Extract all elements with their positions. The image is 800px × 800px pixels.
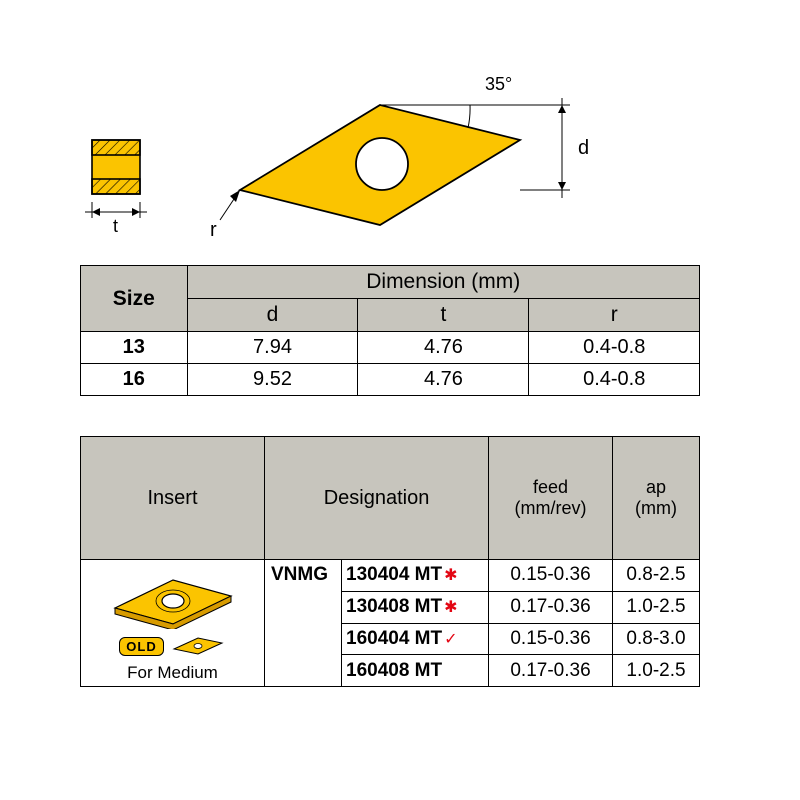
feed-header: feed (mm/rev) — [489, 437, 613, 560]
d-header: d — [187, 299, 358, 332]
ap-header: ap (mm) — [613, 437, 700, 560]
size-cell: 13 — [81, 332, 188, 364]
table-row: 13 7.94 4.76 0.4-0.8 — [81, 332, 700, 364]
table-row: OLD For Medium VNMG 130404 MT✱ 0.15-0.36… — [81, 560, 700, 592]
size-cell: 16 — [81, 364, 188, 396]
spec-table: Insert Designation feed (mm/rev) ap (mm) — [80, 436, 700, 687]
insert-small-icon — [170, 635, 226, 657]
star-mark: ✱ — [444, 565, 458, 585]
designation-cell: 130404 MT✱ — [342, 560, 489, 592]
d-label: d — [578, 137, 589, 159]
angle-label: 35° — [485, 74, 512, 94]
t-header: t — [358, 299, 529, 332]
feed-cell: 0.17-0.36 — [489, 591, 613, 623]
t-cell: 4.76 — [358, 364, 529, 396]
feed-cell: 0.15-0.36 — [489, 560, 613, 592]
feed-cell: 0.15-0.36 — [489, 623, 613, 655]
r-cell: 0.4-0.8 — [529, 364, 700, 396]
t-cell: 4.76 — [358, 332, 529, 364]
ap-cell: 0.8-2.5 — [613, 560, 700, 592]
size-header: Size — [81, 266, 188, 332]
vnmg-cell: VNMG — [265, 560, 342, 687]
t-label: t — [113, 216, 118, 236]
insert-caption: For Medium — [83, 663, 262, 683]
r-label: r — [210, 219, 217, 240]
d-cell: 7.94 — [187, 332, 358, 364]
diagram-row: t 35° d — [80, 60, 720, 245]
ap-cell: 0.8-3.0 — [613, 623, 700, 655]
top-view-diagram: 35° d r — [200, 60, 620, 245]
dimension-header: Dimension (mm) — [187, 266, 700, 299]
designation-cell: 130408 MT✱ — [342, 591, 489, 623]
d-cell: 9.52 — [187, 364, 358, 396]
ap-cell: 1.0-2.5 — [613, 591, 700, 623]
ap-cell: 1.0-2.5 — [613, 655, 700, 687]
old-badge: OLD — [119, 637, 163, 656]
insert-cell: OLD For Medium — [81, 560, 265, 687]
r-header: r — [529, 299, 700, 332]
check-mark: ✓ — [444, 629, 458, 649]
insert-icon — [103, 574, 243, 629]
star-mark: ✱ — [444, 597, 458, 617]
feed-cell: 0.17-0.36 — [489, 655, 613, 687]
designation-cell: 160408 MT — [342, 655, 489, 687]
r-cell: 0.4-0.8 — [529, 332, 700, 364]
blank-mark — [444, 663, 458, 681]
insert-header: Insert — [81, 437, 265, 560]
designation-cell: 160404 MT✓ — [342, 623, 489, 655]
side-view-diagram: t — [80, 130, 160, 245]
dimension-table: Size Dimension (mm) d t r 13 7.94 4.76 0… — [80, 265, 700, 396]
designation-header: Designation — [265, 437, 489, 560]
table-row: 16 9.52 4.76 0.4-0.8 — [81, 364, 700, 396]
